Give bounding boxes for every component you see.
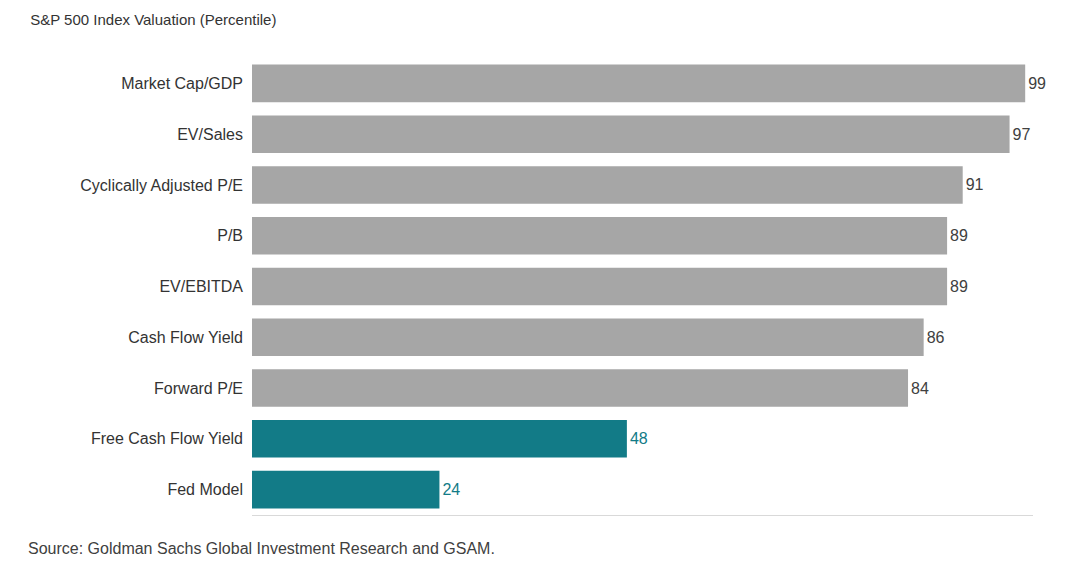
svg-text:S&P 500 Index Valuation (Perce: S&P 500 Index Valuation (Percentile) xyxy=(30,11,276,28)
svg-text:97: 97 xyxy=(1013,126,1031,143)
svg-text:Cyclically Adjusted P/E: Cyclically Adjusted P/E xyxy=(80,177,243,194)
svg-text:EV/Sales: EV/Sales xyxy=(177,126,243,143)
svg-text:Source: Goldman Sachs Global I: Source: Goldman Sachs Global Investment … xyxy=(28,540,495,557)
svg-text:91: 91 xyxy=(966,176,984,193)
svg-text:Forward P/E: Forward P/E xyxy=(154,380,243,397)
svg-text:Free Cash Flow Yield: Free Cash Flow Yield xyxy=(91,430,243,447)
svg-text:48: 48 xyxy=(630,430,648,447)
svg-text:Market Cap/GDP: Market Cap/GDP xyxy=(121,75,243,92)
svg-text:84: 84 xyxy=(911,380,929,397)
svg-text:99: 99 xyxy=(1028,75,1046,92)
svg-text:86: 86 xyxy=(927,329,945,346)
svg-text:89: 89 xyxy=(950,227,968,244)
svg-text:Fed Model: Fed Model xyxy=(167,481,243,498)
svg-text:24: 24 xyxy=(442,481,460,498)
svg-text:EV/EBITDA: EV/EBITDA xyxy=(159,278,243,295)
svg-text:Cash Flow Yield: Cash Flow Yield xyxy=(128,329,243,346)
svg-text:89: 89 xyxy=(950,278,968,295)
svg-text:P/B: P/B xyxy=(217,227,243,244)
